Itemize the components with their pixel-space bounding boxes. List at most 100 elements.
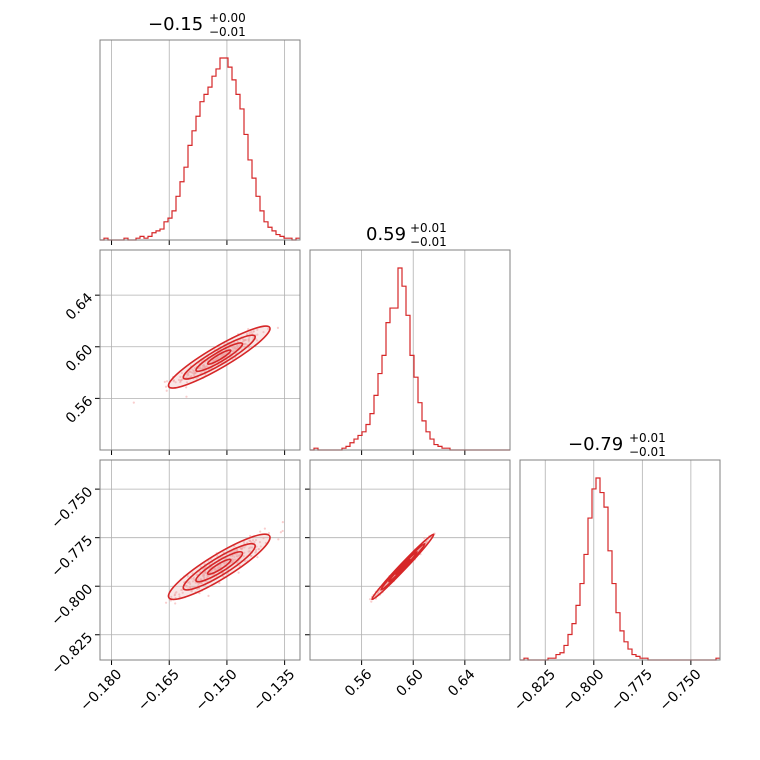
- scatter-point: [248, 332, 251, 335]
- scatter-point: [254, 550, 258, 553]
- scatter-point: [259, 530, 262, 533]
- scatter-point: [247, 327, 250, 331]
- scatter-point: [264, 541, 267, 545]
- contour-level: [395, 558, 411, 576]
- scatter-point: [179, 375, 182, 378]
- scatter-point: [198, 570, 202, 574]
- scatter-point: [248, 539, 251, 542]
- scatter-point: [198, 592, 201, 595]
- scatter-point: [246, 332, 249, 335]
- scatter-point: [203, 577, 206, 580]
- scatter-point: [190, 589, 194, 592]
- scatter-point: [192, 369, 196, 373]
- scatter-point: [185, 381, 189, 384]
- scatter-point: [175, 591, 178, 594]
- scatter-point: [281, 529, 284, 533]
- scatter-point: [246, 541, 249, 544]
- pair-content: [132, 325, 280, 404]
- title-value: −0.79: [568, 434, 623, 455]
- x-tick-label: −0.165: [135, 666, 183, 714]
- scatter-point: [192, 374, 196, 377]
- scatter-point: [192, 372, 195, 375]
- histogram-frame: [99, 39, 301, 241]
- scatter-point: [262, 536, 265, 540]
- scatter-point: [370, 600, 373, 603]
- scatter-point: [237, 571, 240, 574]
- scatter-point: [256, 328, 259, 331]
- scatter-point: [253, 541, 256, 544]
- scatter-point: [174, 381, 177, 384]
- pair-panel-0-1: 0.56 0.60 0.64: [63, 249, 301, 455]
- scatter-point: [277, 538, 280, 541]
- histogram-frame: [519, 459, 721, 661]
- scatter-point: [254, 538, 258, 542]
- scatter-point: [242, 555, 245, 558]
- title-param-2: −0.79 +0.01 −0.01: [568, 431, 666, 459]
- x-tick-label: −0.180: [77, 666, 125, 714]
- scatter-point: [232, 347, 235, 350]
- scatter-point: [170, 595, 173, 598]
- scatter-point: [180, 588, 183, 592]
- scatter-point: [199, 565, 202, 568]
- scatter-point: [191, 580, 195, 583]
- scatter-point: [235, 554, 239, 558]
- y-tick-label: −0.750: [48, 484, 96, 532]
- scatter-point: [235, 347, 238, 350]
- pair-content: [368, 532, 436, 603]
- panels: −0.825 −0.800 −0.775 −0.750 0.560.600.64 −0.1…: [48, 39, 721, 714]
- contour-level: [167, 533, 271, 601]
- scatter-point: [179, 381, 182, 384]
- title-minus: −0.01: [629, 445, 666, 459]
- scatter-point: [218, 581, 221, 585]
- y-tick-label: −0.775: [48, 533, 96, 581]
- scatter-point: [231, 345, 235, 348]
- title-plus: +0.01: [410, 221, 447, 235]
- scatter-point: [204, 571, 207, 574]
- scatter-point: [223, 561, 226, 565]
- title-plus: +0.01: [629, 431, 666, 445]
- scatter-point: [204, 373, 207, 376]
- scatter-point: [231, 350, 235, 353]
- histogram-frame: [309, 249, 511, 451]
- scatter-point: [177, 378, 181, 381]
- histogram-step-line: [520, 477, 720, 661]
- scatter-point: [181, 591, 184, 594]
- scatter-point: [189, 370, 192, 374]
- scatter-point: [425, 540, 428, 543]
- title-minus: −0.01: [209, 25, 246, 39]
- scatter-point: [225, 351, 228, 355]
- title-param-0: −0.15 +0.00 −0.01: [148, 11, 246, 39]
- y-tick-label: −0.800: [48, 581, 96, 629]
- scatter-point: [242, 540, 245, 544]
- scatter-point: [174, 602, 177, 605]
- scatter-point: [248, 534, 252, 538]
- scatter-point: [247, 346, 251, 349]
- histogram-panel-2: −0.825 −0.800 −0.775 −0.750: [511, 459, 721, 714]
- scatter-point: [235, 552, 238, 555]
- scatter-point: [185, 386, 188, 389]
- histogram-panel-0: [99, 39, 301, 245]
- scatter-point: [222, 353, 226, 356]
- scatter-point: [188, 586, 191, 589]
- x-tick-label: −0.750: [657, 666, 705, 714]
- scatter-point: [247, 338, 251, 342]
- scatter-point: [184, 584, 187, 587]
- scatter-point: [165, 380, 169, 383]
- scatter-point: [233, 347, 237, 350]
- scatter-point: [252, 330, 255, 333]
- pair-frame: [309, 459, 511, 661]
- scatter-point: [423, 536, 426, 540]
- scatter-point: [164, 385, 168, 388]
- contour-level: [206, 349, 232, 365]
- scatter-point: [179, 379, 182, 382]
- scatter-point: [186, 575, 189, 578]
- title-plus: +0.00: [209, 11, 246, 25]
- scatter-point: [248, 550, 251, 553]
- scatter-point: [281, 520, 284, 524]
- scatter-point: [242, 338, 246, 342]
- x-tick-label: −0.775: [608, 666, 656, 714]
- scatter-point: [197, 584, 200, 587]
- scatter-point: [180, 371, 183, 375]
- scatter-point: [172, 379, 176, 382]
- scatter-point: [236, 561, 239, 564]
